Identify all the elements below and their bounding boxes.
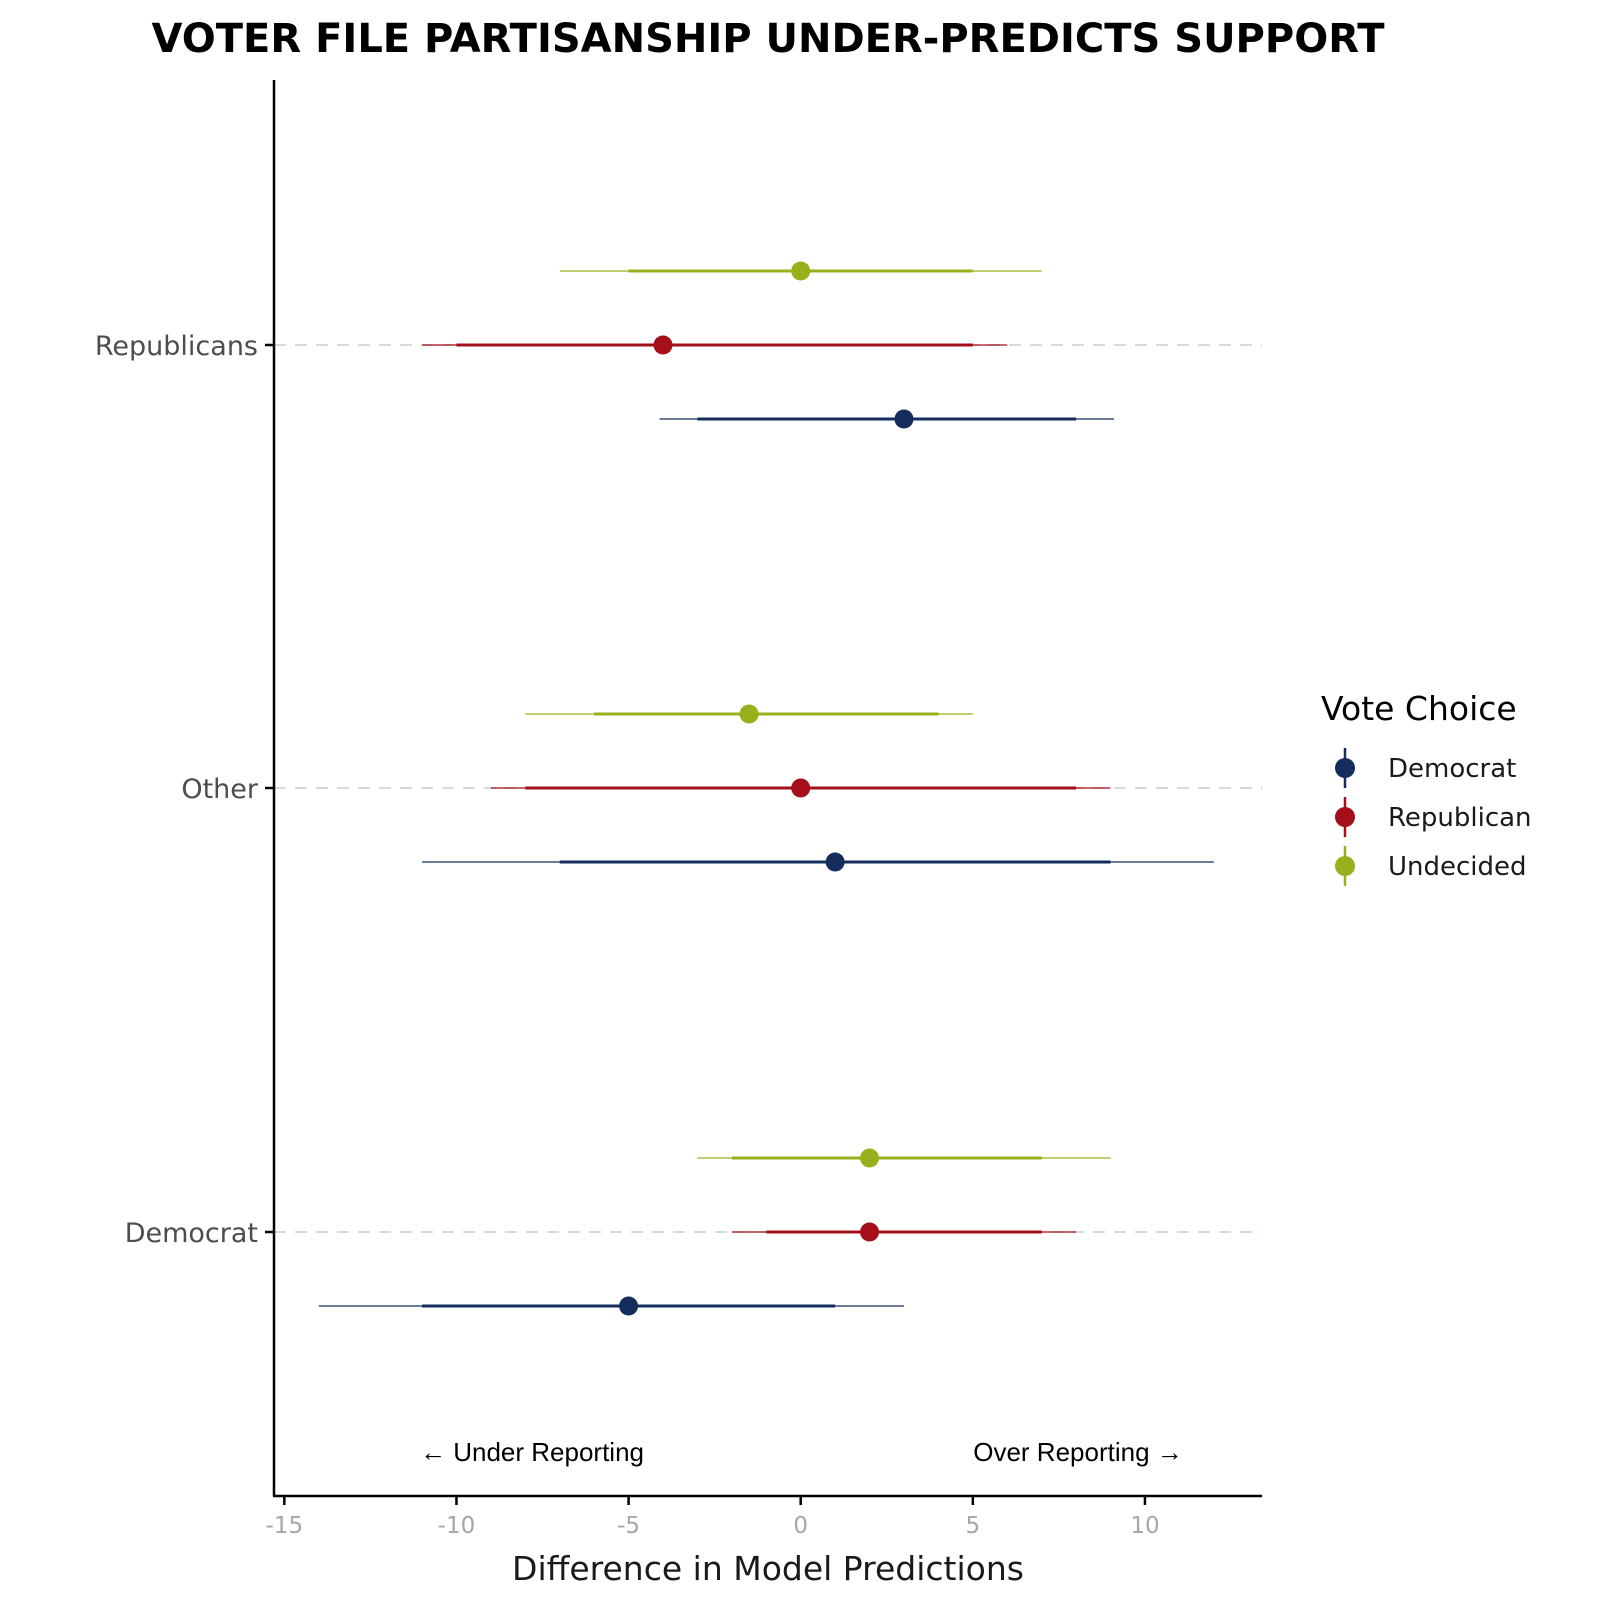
x-tick-label-0: -15 — [266, 1513, 304, 1539]
annotation-over-reporting: Over Reporting → — [973, 1437, 1183, 1467]
legend-key-point-republican — [1335, 807, 1355, 827]
y-tick-label-democrat: Democrat — [125, 1218, 258, 1249]
y-tick-label-republicans: Republicans — [95, 331, 258, 362]
legend-label-republican: Republican — [1388, 803, 1532, 833]
legend-key-point-undecided — [1335, 856, 1355, 876]
point-republican-other — [791, 779, 810, 798]
x-tick-label-5: 10 — [1130, 1513, 1159, 1539]
legend-title: Vote Choice — [1321, 689, 1517, 728]
x-tick-label-4: 5 — [966, 1513, 981, 1539]
y-tick-label-other: Other — [181, 774, 259, 805]
point-democrat-republicans — [894, 410, 913, 429]
x-tick-label-3: 0 — [793, 1513, 808, 1539]
legend-label-undecided: Undecided — [1388, 852, 1527, 882]
point-undecided-other — [740, 705, 759, 724]
legend-key-point-democrat — [1335, 758, 1355, 778]
legend: Vote Choice Democrat Republican Undecided — [1321, 689, 1532, 886]
x-tick-label-2: -5 — [617, 1513, 640, 1539]
legend-label-democrat: Democrat — [1388, 754, 1516, 784]
point-democrat-democrat — [619, 1297, 638, 1316]
x-axis-ticks: -15 -10 -5 0 5 10 — [266, 1496, 1160, 1539]
x-tick-label-1: -10 — [438, 1513, 476, 1539]
x-axis-title: Difference in Model Predictions — [512, 1549, 1024, 1588]
y-axis-ticks: Democrat Other Republicans — [95, 331, 274, 1249]
point-republican-democrat — [860, 1223, 879, 1242]
chart-title: VOTER FILE PARTISANSHIP UNDER-PREDICTS S… — [152, 16, 1386, 62]
point-republican-republicans — [654, 336, 673, 355]
point-undecided-democrat — [860, 1149, 879, 1168]
annotation-under-reporting: ← Under Reporting — [420, 1437, 644, 1467]
legend-items: Democrat Republican Undecided — [1335, 748, 1532, 886]
point-undecided-republicans — [791, 262, 810, 281]
point-democrat-other — [826, 853, 845, 872]
